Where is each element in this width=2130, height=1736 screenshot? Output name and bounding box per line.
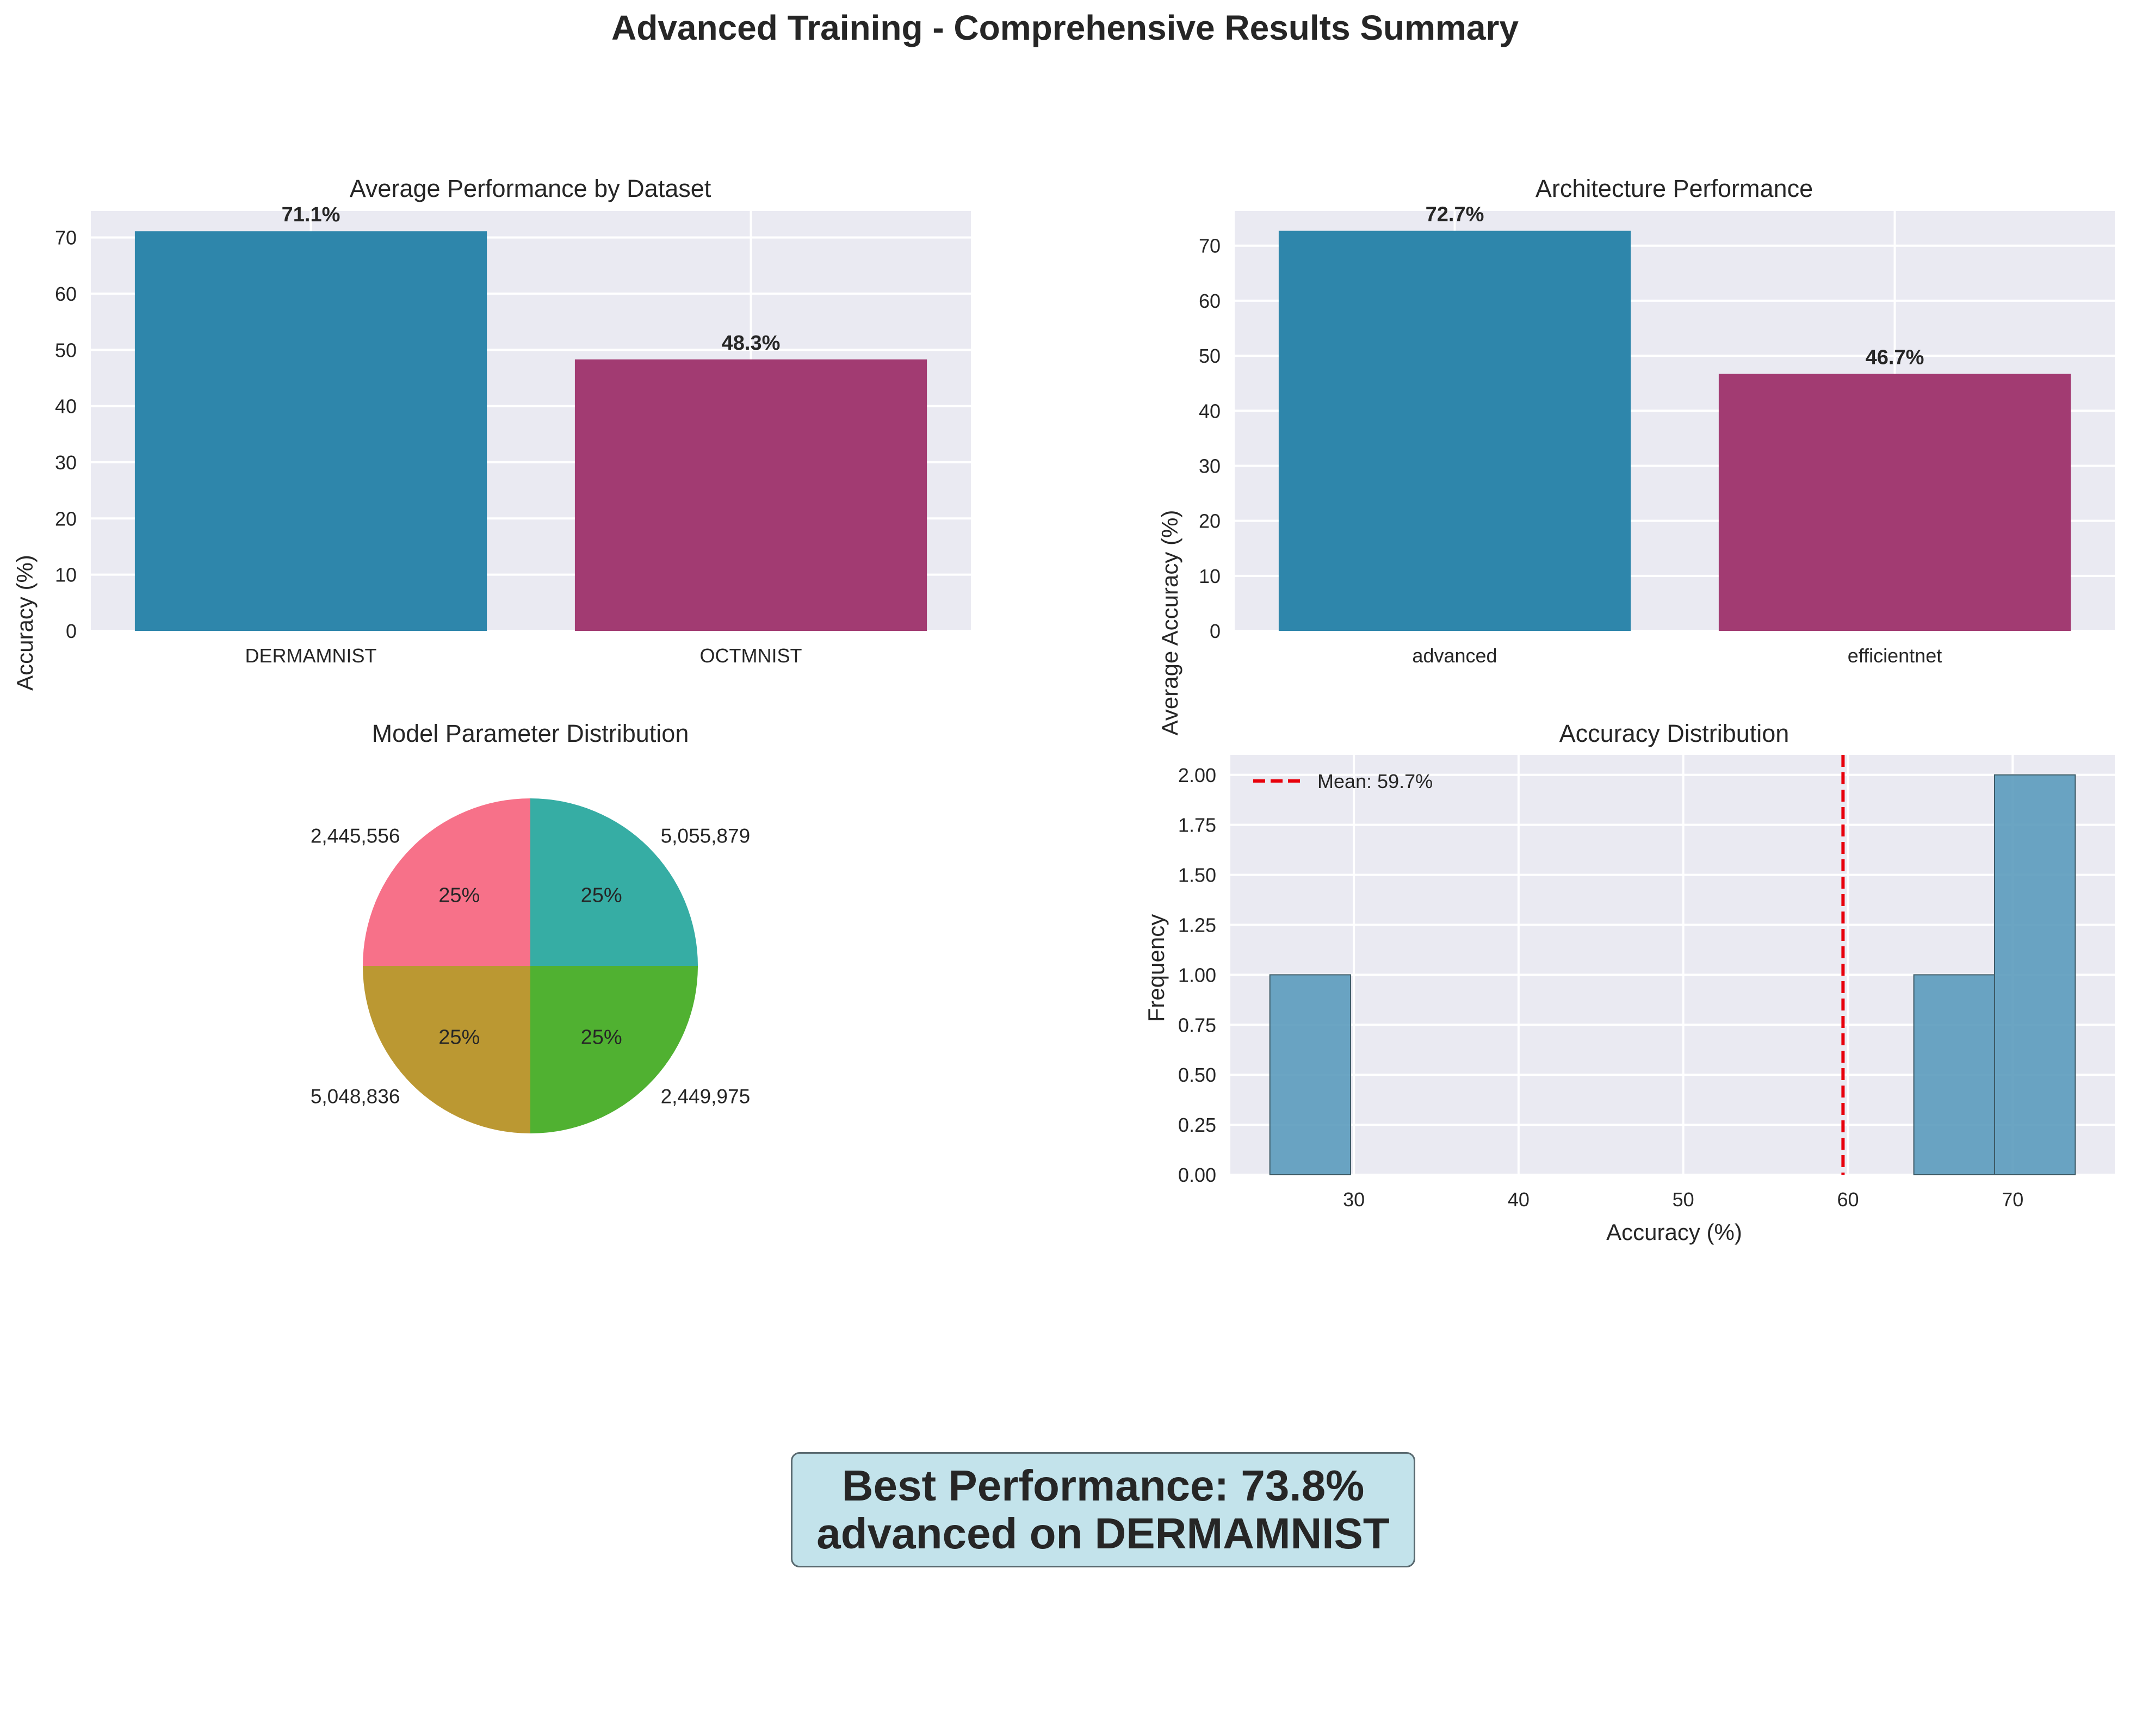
x-axis-label: Accuracy (%): [1606, 1219, 1742, 1245]
bar-value-label: 46.7%: [1866, 346, 1924, 369]
y-tick-label: 50: [55, 339, 77, 361]
legend-label: Mean: 59.7%: [1317, 770, 1433, 792]
chart-title: Model Parameter Distribution: [372, 720, 689, 747]
parameter-distribution-pie: Model Parameter Distribution 25% 2,445,55…: [311, 720, 751, 1133]
accuracy-histogram: Accuracy Distribution Accuracy (%) Frequ…: [1143, 720, 2115, 1245]
figure-title: Advanced Training - Comprehensive Result…: [611, 8, 1519, 47]
y-axis-label: Frequency: [1143, 914, 1169, 1022]
y-tick-label: 60: [55, 283, 77, 305]
bar-value-label: 72.7%: [1426, 203, 1484, 226]
y-tick-label: 10: [1199, 565, 1221, 587]
bar-value-label: 71.1%: [282, 203, 340, 226]
y-tick-label: 1.00: [1178, 964, 1216, 986]
pie-slice-label: 2,445,556: [311, 824, 400, 847]
pie-slice-label: 2,449,975: [661, 1086, 751, 1108]
bar: [574, 359, 927, 631]
legend: Mean: 59.7%: [1253, 770, 1433, 792]
pie-slice: [363, 798, 530, 966]
histogram-bar: [1269, 974, 1352, 1175]
histogram-bar: [1993, 774, 2076, 1175]
x-tick-label: DERMAMNIST: [245, 644, 377, 667]
x-tick-label: 30: [1343, 1188, 1365, 1211]
x-tick-label: 50: [1673, 1188, 1694, 1211]
x-tick-label: OCTMNIST: [700, 644, 802, 667]
x-tick-label: advanced: [1412, 644, 1497, 667]
pie-percent-label: 25%: [581, 1026, 622, 1049]
y-tick-label: 1.25: [1178, 914, 1216, 936]
y-tick-label: 1.75: [1178, 814, 1216, 836]
architecture-performance-chart: Architecture Performance Average Accurac…: [1157, 175, 2115, 735]
bar: [1278, 231, 1631, 631]
y-tick-label: 20: [1199, 510, 1221, 532]
y-tick-label: 70: [1199, 235, 1221, 257]
y-tick-label: 50: [1199, 345, 1221, 367]
y-tick-label: 0.00: [1178, 1164, 1216, 1186]
bar: [1718, 374, 2071, 631]
summary-line-1: Best Performance: 73.8%: [841, 1461, 1365, 1510]
x-tick-label: efficientnet: [1848, 644, 1942, 667]
pie-percent-label: 25%: [581, 884, 622, 907]
chart-title: Architecture Performance: [1535, 175, 1813, 202]
y-tick-label: 1.50: [1178, 864, 1216, 886]
y-tick-label: 0.50: [1178, 1064, 1216, 1086]
y-axis-label: Accuracy (%): [12, 555, 38, 691]
y-tick-label: 0.75: [1178, 1014, 1216, 1036]
best-performance-summary: Best Performance: 73.8% advanced on DERM…: [791, 1452, 1415, 1567]
y-tick-label: 0.25: [1178, 1114, 1216, 1136]
chart-title: Accuracy Distribution: [1559, 720, 1790, 747]
y-tick-label: 30: [1199, 455, 1221, 477]
x-tick-label: 40: [1508, 1188, 1530, 1211]
pie-slice: [530, 966, 698, 1133]
y-tick-label: 0: [1210, 620, 1221, 642]
y-tick-label: 60: [1199, 290, 1221, 312]
y-tick-label: 70: [55, 227, 77, 249]
y-tick-label: 10: [55, 564, 77, 586]
pie-slice-label: 5,048,836: [311, 1086, 400, 1108]
y-axis-label: Average Accuracy (%): [1157, 510, 1182, 736]
x-tick-label: 70: [2002, 1188, 2023, 1211]
pie-slice: [363, 966, 530, 1133]
chart-title: Average Performance by Dataset: [350, 175, 711, 202]
y-tick-label: 2.00: [1178, 764, 1216, 786]
x-tick-label: 60: [1837, 1188, 1859, 1211]
dataset-performance-chart: Average Performance by Dataset Accuracy …: [12, 175, 971, 691]
pie-percent-label: 25%: [438, 884, 480, 907]
bar: [134, 231, 487, 631]
bar-value-label: 48.3%: [722, 332, 781, 355]
histogram-bar: [1913, 974, 1995, 1175]
y-tick-label: 40: [1199, 400, 1221, 422]
y-tick-label: 40: [55, 395, 77, 418]
pie-slice-label: 5,055,879: [661, 824, 751, 847]
y-tick-label: 0: [66, 620, 77, 642]
pie-percent-label: 25%: [438, 1026, 480, 1049]
summary-line-2: advanced on DERMAMNIST: [816, 1509, 1390, 1558]
y-tick-label: 30: [55, 451, 77, 474]
y-tick-label: 20: [55, 507, 77, 530]
pie-slice: [530, 798, 698, 966]
